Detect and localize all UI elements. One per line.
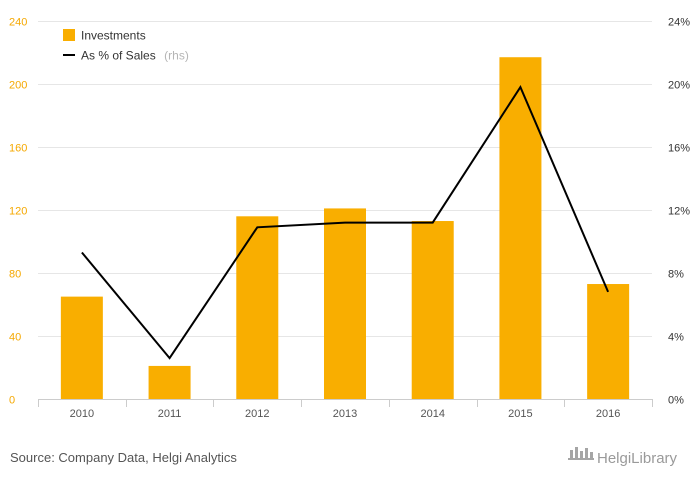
source-note: Source: Company Data, Helgi Analytics <box>10 450 237 465</box>
x-tick-label: 2013 <box>333 408 357 420</box>
helgi-library-logo: HelgiLibrary <box>568 447 678 467</box>
left-axis-ticks: 0 40 80 120 160 200 240 <box>9 17 27 407</box>
y-left-tick-label: 160 <box>9 143 27 155</box>
y-left-tick-label: 40 <box>9 332 21 344</box>
x-tick-label: 2015 <box>508 408 532 420</box>
y-right-tick-label: 12% <box>668 206 690 218</box>
bar-investments-2013 <box>324 208 366 399</box>
bar-investments-2016 <box>587 284 630 399</box>
y-left-tick-label: 0 <box>9 395 15 407</box>
y-right-tick-label: 24% <box>668 17 690 29</box>
line-series <box>81 84 610 360</box>
legend: Investments As % of Sales (rhs) <box>63 29 189 64</box>
library-icon <box>568 447 594 460</box>
y-right-tick-label: 16% <box>668 143 690 155</box>
x-tick-label: 2010 <box>70 408 94 420</box>
legend-label-investments: Investments <box>81 29 146 43</box>
x-axis-ticks: 2010 2011 2012 2013 2014 2015 2016 <box>38 399 653 420</box>
y-left-tick-label: 240 <box>9 17 27 29</box>
x-tick-label: 2016 <box>596 408 620 420</box>
legend-label-sales-pct-name: As % of Sales <box>81 49 156 63</box>
y-right-tick-label: 4% <box>668 332 684 344</box>
y-left-tick-label: 120 <box>9 206 27 218</box>
x-tick-label: 2014 <box>420 408 444 420</box>
y-right-tick-label: 0% <box>668 395 684 407</box>
bar-investments-2011 <box>148 365 191 399</box>
logo-text: HelgiLibrary <box>597 450 678 467</box>
legend-label-sales-pct: As % of Sales (rhs) <box>81 47 189 64</box>
legend-label-sales-pct-rhs: (rhs) <box>164 49 189 63</box>
y-left-tick-label: 200 <box>9 80 27 92</box>
bar-investments-2014 <box>411 221 454 399</box>
x-tick-label: 2012 <box>245 408 269 420</box>
right-axis-ticks: 0% 4% 8% 12% 16% 20% 24% <box>668 17 690 407</box>
bar-investments-2012 <box>236 216 279 399</box>
y-left-tick-label: 80 <box>9 269 21 281</box>
y-right-tick-label: 8% <box>668 269 684 281</box>
bar-investments-2015 <box>499 57 542 399</box>
line-sales-pct <box>81 84 610 360</box>
legend-swatch-investments <box>63 29 75 41</box>
x-tick-label: 2011 <box>158 408 182 420</box>
bar-series <box>60 57 630 399</box>
y-right-tick-label: 20% <box>668 80 690 92</box>
bar-investments-2010 <box>60 296 103 399</box>
